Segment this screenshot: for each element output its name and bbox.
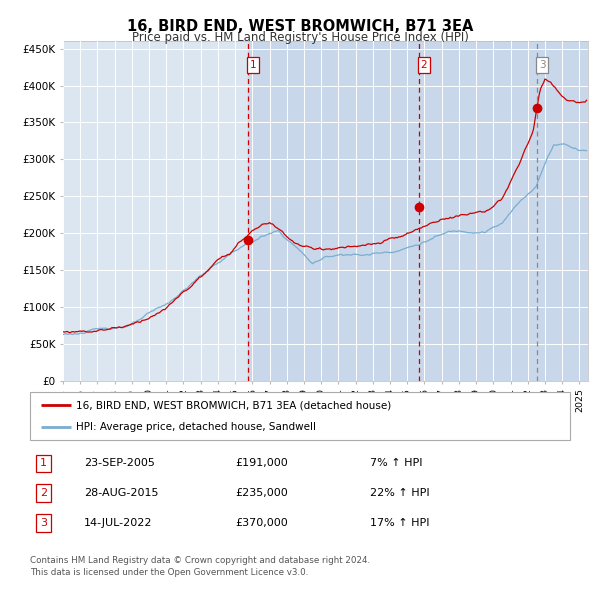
FancyBboxPatch shape [30,392,570,440]
Text: 16, BIRD END, WEST BROMWICH, B71 3EA (detached house): 16, BIRD END, WEST BROMWICH, B71 3EA (de… [76,400,391,410]
Text: 22% ↑ HPI: 22% ↑ HPI [370,489,430,498]
Text: £191,000: £191,000 [235,458,288,468]
Text: 1: 1 [40,458,47,468]
Text: 23-SEP-2005: 23-SEP-2005 [84,458,155,468]
Text: £370,000: £370,000 [235,518,288,528]
Text: 3: 3 [539,60,545,70]
Text: Price paid vs. HM Land Registry's House Price Index (HPI): Price paid vs. HM Land Registry's House … [131,31,469,44]
Text: 2: 2 [40,489,47,498]
Text: HPI: Average price, detached house, Sandwell: HPI: Average price, detached house, Sand… [76,422,316,432]
Bar [248,41,590,381]
Text: 7% ↑ HPI: 7% ↑ HPI [370,458,422,468]
Text: £235,000: £235,000 [235,489,288,498]
Text: 1: 1 [250,60,256,70]
Text: 2: 2 [421,60,427,70]
Text: 16, BIRD END, WEST BROMWICH, B71 3EA: 16, BIRD END, WEST BROMWICH, B71 3EA [127,19,473,34]
Text: 3: 3 [40,518,47,528]
Text: 28-AUG-2015: 28-AUG-2015 [84,489,158,498]
Text: 14-JUL-2022: 14-JUL-2022 [84,518,152,528]
Text: 17% ↑ HPI: 17% ↑ HPI [370,518,430,528]
Text: Contains HM Land Registry data © Crown copyright and database right 2024.
This d: Contains HM Land Registry data © Crown c… [30,556,370,576]
